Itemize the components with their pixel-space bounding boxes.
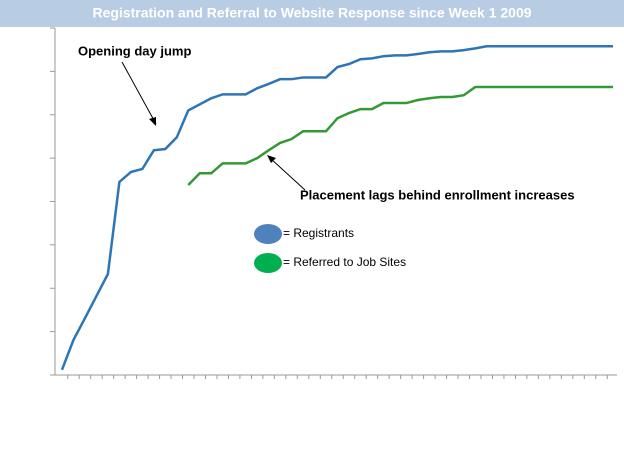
annotation-arrow (269, 157, 306, 191)
series-line (187, 85, 613, 186)
legend-label: = Referred to Job Sites (283, 255, 406, 269)
legend-swatch (254, 253, 282, 273)
annotation-arrow (121, 61, 157, 125)
legend-label: = Registrants (283, 226, 354, 240)
chart-title: Registration and Referral to Website Res… (92, 5, 531, 21)
annotation: Placement lags behind enrollment increas… (300, 187, 575, 202)
annotation: Opening day jump (78, 43, 191, 58)
arrow-head (149, 117, 156, 126)
arrow-head (267, 155, 276, 163)
series-line (60, 44, 613, 371)
legend-swatch (254, 224, 282, 244)
title-band (0, 0, 624, 27)
